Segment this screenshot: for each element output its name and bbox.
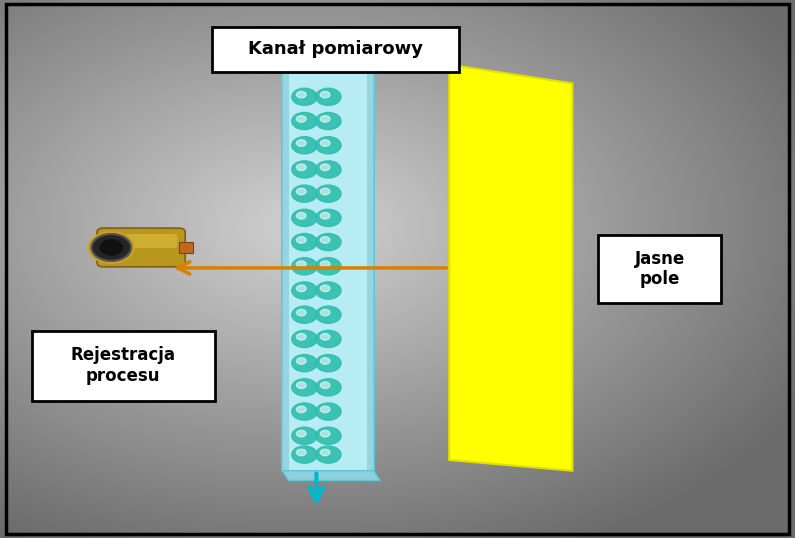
Circle shape — [292, 446, 317, 463]
Bar — [367, 67, 374, 471]
Circle shape — [316, 379, 341, 396]
Circle shape — [316, 427, 341, 444]
Circle shape — [297, 382, 306, 388]
Circle shape — [292, 185, 317, 202]
Circle shape — [320, 91, 330, 98]
Circle shape — [320, 430, 330, 437]
Circle shape — [320, 406, 330, 413]
Circle shape — [297, 285, 306, 292]
Circle shape — [320, 164, 330, 171]
Bar — [282, 67, 374, 471]
Circle shape — [292, 379, 317, 396]
Circle shape — [297, 237, 306, 243]
Circle shape — [316, 209, 341, 226]
Circle shape — [297, 140, 306, 146]
Circle shape — [320, 334, 330, 340]
Circle shape — [320, 285, 330, 292]
Circle shape — [316, 258, 341, 275]
Text: Kanał pomiarowy: Kanał pomiarowy — [248, 40, 423, 59]
Circle shape — [292, 88, 317, 105]
Circle shape — [316, 233, 341, 251]
FancyBboxPatch shape — [97, 228, 185, 267]
Circle shape — [316, 306, 341, 323]
Circle shape — [320, 116, 330, 122]
Circle shape — [292, 258, 317, 275]
Circle shape — [316, 185, 341, 202]
FancyBboxPatch shape — [32, 331, 215, 401]
Circle shape — [320, 213, 330, 219]
Circle shape — [316, 112, 341, 130]
Bar — [179, 242, 193, 253]
Circle shape — [316, 446, 341, 463]
Circle shape — [316, 88, 341, 105]
Circle shape — [292, 427, 317, 444]
FancyBboxPatch shape — [212, 26, 459, 73]
Circle shape — [320, 449, 330, 456]
Circle shape — [292, 209, 317, 226]
Circle shape — [316, 403, 341, 420]
Circle shape — [316, 330, 341, 348]
Circle shape — [297, 449, 306, 456]
Circle shape — [320, 261, 330, 267]
Circle shape — [297, 261, 306, 267]
Circle shape — [320, 309, 330, 316]
Text: Jasne
pole: Jasne pole — [634, 250, 685, 288]
Circle shape — [91, 234, 131, 261]
Circle shape — [292, 161, 317, 178]
Polygon shape — [282, 58, 380, 67]
Circle shape — [292, 306, 317, 323]
Circle shape — [297, 188, 306, 195]
FancyBboxPatch shape — [105, 234, 177, 248]
Circle shape — [292, 137, 317, 154]
Circle shape — [292, 403, 317, 420]
Circle shape — [320, 237, 330, 243]
Circle shape — [297, 430, 306, 437]
Circle shape — [297, 164, 306, 171]
Circle shape — [316, 282, 341, 299]
Circle shape — [297, 358, 306, 364]
Circle shape — [316, 161, 341, 178]
Circle shape — [292, 355, 317, 372]
Circle shape — [100, 240, 122, 255]
Polygon shape — [282, 471, 380, 480]
Circle shape — [297, 116, 306, 122]
Circle shape — [320, 358, 330, 364]
Polygon shape — [449, 65, 572, 471]
Circle shape — [320, 140, 330, 146]
Circle shape — [292, 233, 317, 251]
Circle shape — [297, 213, 306, 219]
Circle shape — [316, 355, 341, 372]
Circle shape — [292, 282, 317, 299]
Circle shape — [320, 382, 330, 388]
Circle shape — [292, 112, 317, 130]
Circle shape — [320, 188, 330, 195]
FancyBboxPatch shape — [598, 236, 722, 302]
Circle shape — [297, 334, 306, 340]
Circle shape — [297, 309, 306, 316]
Circle shape — [297, 406, 306, 413]
Circle shape — [297, 91, 306, 98]
Text: Rejestracja
procesu: Rejestracja procesu — [71, 346, 176, 385]
Circle shape — [292, 330, 317, 348]
Bar — [282, 67, 289, 471]
Circle shape — [316, 137, 341, 154]
